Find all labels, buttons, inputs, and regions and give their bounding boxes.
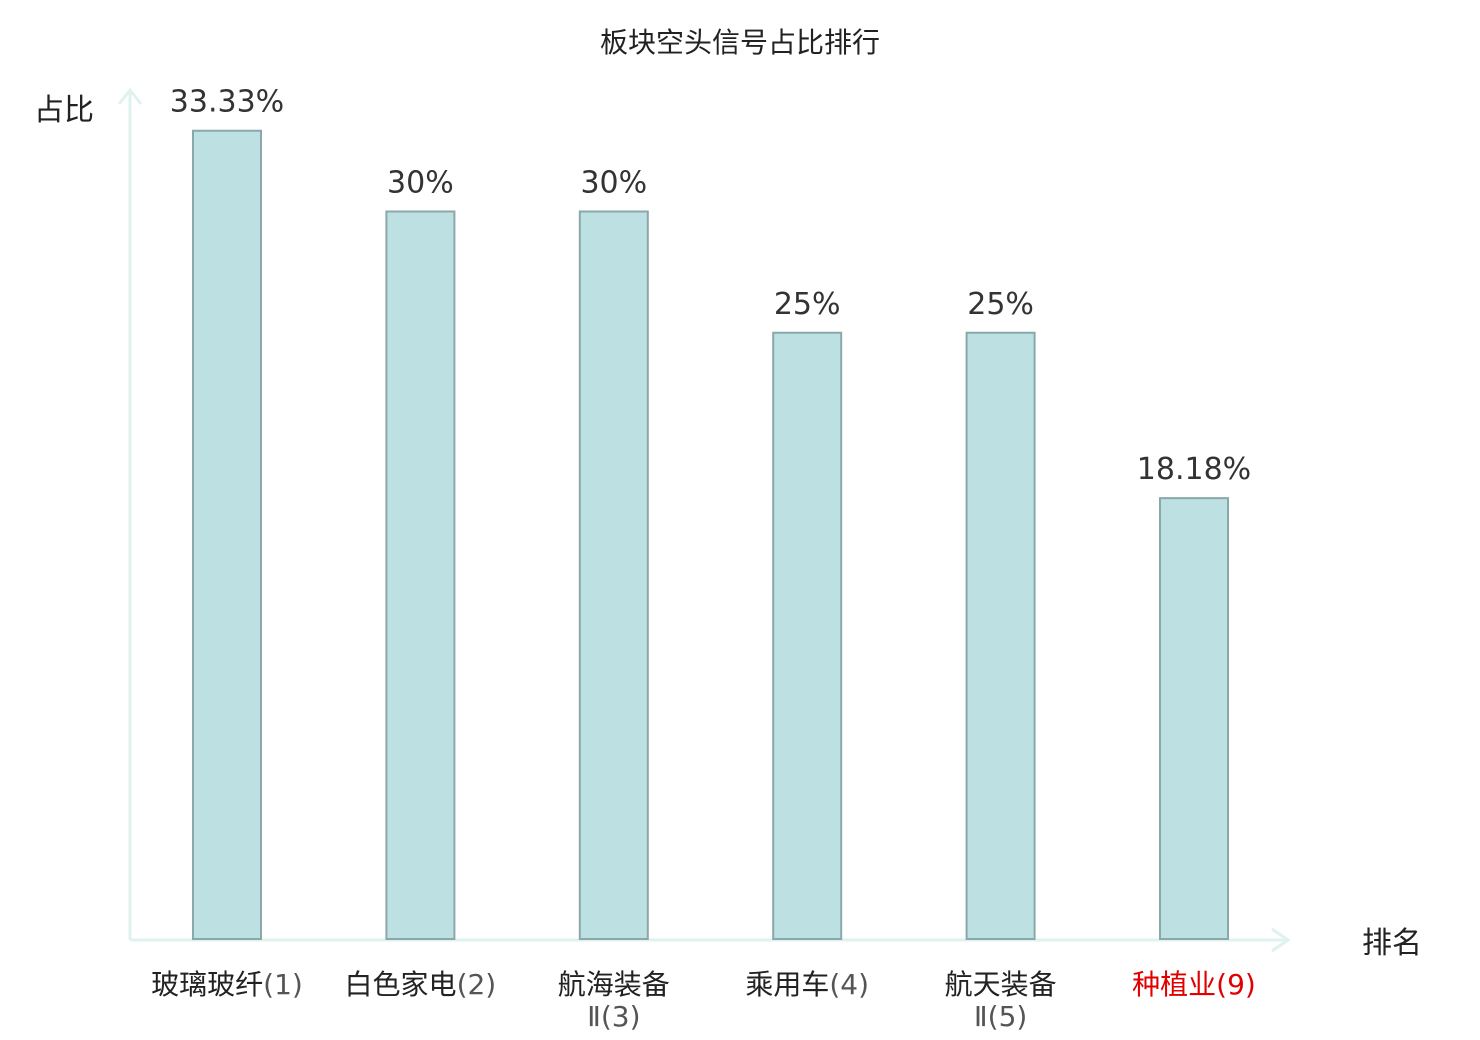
bar-value-label-4: 25% bbox=[774, 287, 841, 322]
y-axis bbox=[117, 87, 143, 940]
category-label-6: 种植业(9) bbox=[1132, 968, 1256, 1001]
y-axis-label: 占比 bbox=[34, 93, 94, 128]
x-axis bbox=[130, 927, 1291, 953]
category-name: 玻璃玻纤 bbox=[151, 968, 263, 1001]
y-axis-arrow-icon bbox=[117, 87, 143, 105]
category-rank: (4) bbox=[829, 968, 869, 1001]
category-label-1: 玻璃玻纤(1) bbox=[151, 968, 303, 1001]
data-labels: 33.33% 30% 30% 25% 25% 18.18% bbox=[170, 85, 1251, 487]
bar-value-label-5: 25% bbox=[967, 287, 1034, 322]
x-axis-arrow-icon bbox=[1271, 927, 1291, 953]
category-rank: (9) bbox=[1216, 968, 1256, 1001]
category-label-5: 航天装备 Ⅱ(5) bbox=[945, 968, 1057, 1033]
category-name: 白色家电 bbox=[345, 968, 457, 1001]
category-name: 乘用车 bbox=[745, 968, 829, 1001]
bar-value-label-1: 33.33% bbox=[170, 85, 284, 120]
category-rank: (1) bbox=[263, 968, 303, 1001]
bar-1 bbox=[192, 129, 262, 940]
bar-2 bbox=[385, 210, 456, 940]
category-rank: Ⅱ(5) bbox=[974, 1000, 1027, 1033]
x-axis-label: 排名 bbox=[1362, 926, 1422, 961]
category-labels: 玻璃玻纤(1) 白色家电(2) 航海装备 Ⅱ(3)乘用车(4) 航天装备 Ⅱ(5)种植业(… bbox=[151, 968, 1256, 1033]
category-rank: Ⅱ(3) bbox=[587, 1000, 640, 1033]
bar-6 bbox=[1159, 497, 1229, 940]
category-label-4: 乘用车(4) bbox=[745, 968, 869, 1001]
bar-value-label-3: 30% bbox=[580, 166, 647, 201]
bar-value-label-6: 18.18% bbox=[1137, 452, 1251, 487]
category-rank: (2) bbox=[457, 968, 497, 1001]
category-name: 航天装备 bbox=[945, 968, 1057, 1001]
bar-series bbox=[192, 129, 1229, 940]
chart-title: 板块空头信号占比排行 bbox=[600, 26, 880, 59]
category-name: 航海装备 bbox=[558, 968, 670, 1001]
category-label-2: 白色家电(2) bbox=[345, 968, 497, 1001]
category-label-3: 航海装备 Ⅱ(3) bbox=[558, 968, 670, 1033]
bar-5 bbox=[965, 331, 1036, 940]
bar-value-label-2: 30% bbox=[387, 166, 454, 201]
category-name: 种植业 bbox=[1132, 968, 1216, 1001]
bar-4 bbox=[772, 331, 843, 940]
bar-3 bbox=[578, 210, 649, 940]
